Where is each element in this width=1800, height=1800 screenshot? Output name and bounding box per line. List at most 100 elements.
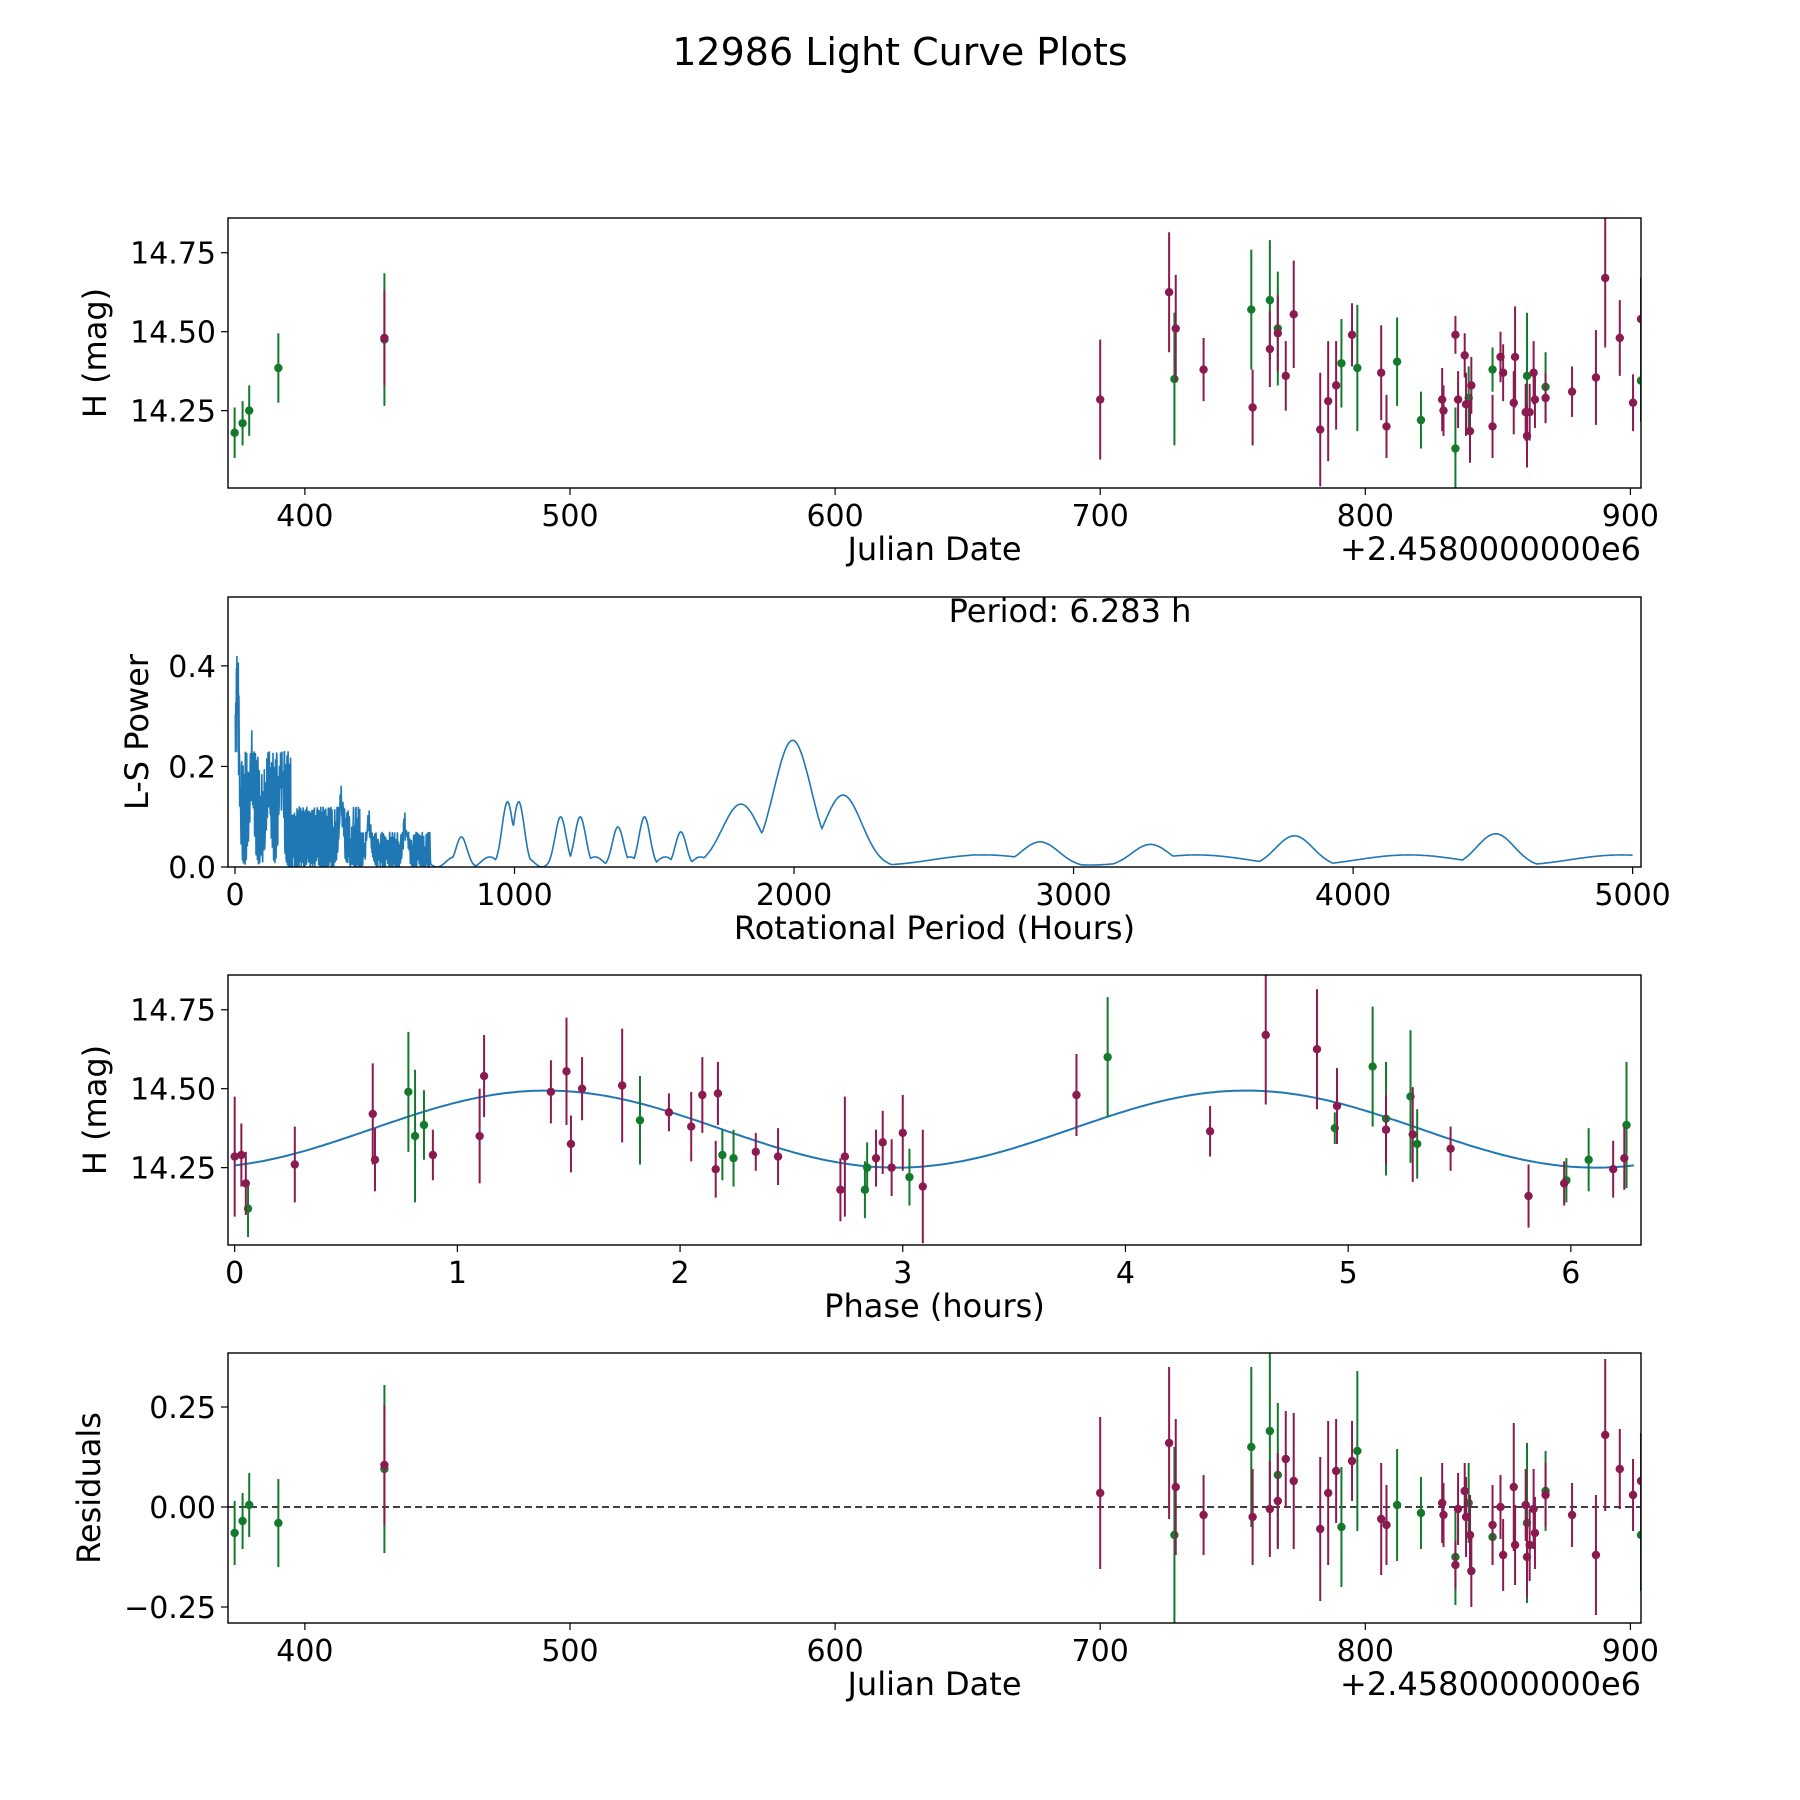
magenta-data-point (1323, 396, 1333, 406)
magenta-data-point (1332, 1101, 1342, 1111)
magenta-data-point (1529, 1504, 1538, 1514)
panel-phased: 0 1 2 3 4 5 6 14.25 14.50 14.75 Phase (hours) H (ma… (76, 974, 1642, 1325)
x-tick-label: 6 (1561, 1256, 1580, 1291)
panel-residuals: 400 500 600 700 800 900 −0.25 0.00 0.25 Julian Da… (70, 1352, 1659, 1703)
magenta-data-point (1525, 1540, 1534, 1550)
magenta-data-point (1316, 1524, 1325, 1534)
green-data-point (274, 363, 283, 373)
magenta-data-point (1620, 1153, 1629, 1163)
magenta-data-point (1488, 422, 1497, 431)
y-axis-label: H (mag) (76, 1045, 114, 1175)
magenta-data-point (1530, 1528, 1540, 1538)
y-tick-label: 0.0 (168, 851, 216, 886)
magenta-data-point (1205, 1127, 1215, 1136)
magenta-data-point (664, 1108, 674, 1117)
magenta-data-point (1248, 1512, 1257, 1522)
green-data-point (1416, 415, 1426, 425)
x-tick-label: 500 (541, 1634, 598, 1669)
x-tick-label: 1000 (476, 878, 552, 913)
magenta-data-point (1273, 329, 1283, 338)
magenta-data-point (237, 1150, 246, 1160)
x-tick-label: 0 (225, 878, 244, 913)
magenta-data-point (1281, 1454, 1290, 1464)
magenta-data-point (1559, 1179, 1569, 1188)
green-data-point (245, 1500, 254, 1510)
magenta-data-point (1525, 408, 1534, 417)
green-data-point (1265, 295, 1275, 305)
magenta-data-point (1437, 1498, 1447, 1508)
magenta-data-point (1608, 1165, 1618, 1174)
magenta-data-point (1072, 1090, 1081, 1100)
x-tick-label: 1 (448, 1256, 467, 1291)
magenta-data-point (1510, 1540, 1520, 1550)
magenta-data-point (878, 1138, 887, 1147)
x-axis-label: Julian Date (845, 1665, 1021, 1703)
magenta-data-point (1248, 403, 1257, 412)
magenta-data-point (1541, 393, 1550, 403)
magenta-data-point (1465, 1530, 1475, 1540)
magenta-data-point (1496, 1502, 1505, 1512)
magenta-data-point (1461, 400, 1471, 409)
magenta-data-point (1601, 1430, 1610, 1440)
magenta-data-point (1541, 1490, 1550, 1500)
y-tick-label: 0.2 (168, 750, 216, 785)
magenta-data-point (1521, 1500, 1530, 1510)
magenta-data-point (1567, 387, 1577, 396)
magenta-data-point (1451, 1560, 1460, 1570)
panel-lightcurve: 400 500 600 700 800 900 14.25 14.50 14.75 Julian … (76, 217, 1659, 568)
magenta-data-point (1331, 1466, 1341, 1476)
green-data-point (404, 1087, 413, 1097)
x-tick-label: 5 (1339, 1256, 1358, 1291)
x-tick-label: 800 (1337, 1634, 1394, 1669)
magenta-data-point (1199, 1510, 1208, 1520)
magenta-data-point (1636, 1476, 1641, 1486)
magenta-data-point (1461, 1512, 1471, 1522)
magenta-data-point (711, 1165, 720, 1174)
green-data-point (1368, 1062, 1377, 1071)
green-data-point (245, 406, 254, 415)
magenta-data-point (1509, 1482, 1518, 1492)
green-data-point (718, 1150, 727, 1160)
plot-marks (234, 600, 1633, 867)
magenta-data-point (290, 1160, 300, 1169)
magenta-data-point (1615, 333, 1624, 343)
panel-periodogram: 0 1000 2000 3000 4000 5000 0.0 0.2 0.4 Rotational… (118, 592, 1671, 947)
magenta-data-point (1509, 398, 1518, 407)
magenta-data-point (1382, 1520, 1391, 1530)
magenta-data-point (1628, 1490, 1638, 1500)
x-tick-label: 700 (1072, 1634, 1129, 1669)
magenta-data-point (577, 1084, 587, 1093)
green-data-point (230, 1528, 239, 1538)
magenta-data-point (475, 1131, 484, 1141)
magenta-data-point (1347, 1456, 1357, 1466)
magenta-data-point (428, 1150, 438, 1160)
magenta-data-point (698, 1090, 707, 1100)
magenta-data-point (1312, 1045, 1322, 1054)
magenta-data-point (1591, 1550, 1601, 1560)
magenta-data-point (1199, 365, 1208, 374)
magenta-data-point (1628, 398, 1638, 407)
magenta-data-point (1498, 1550, 1508, 1560)
x-axis-label: Phase (hours) (824, 1287, 1045, 1325)
magenta-data-point (713, 1089, 723, 1098)
magenta-data-point (1451, 330, 1460, 340)
magenta-data-point (1381, 1125, 1391, 1134)
magenta-data-point (898, 1128, 907, 1138)
green-data-point (419, 1120, 429, 1130)
green-data-point (635, 1116, 645, 1125)
x-tick-label: 0 (225, 1256, 244, 1291)
magenta-data-point (1323, 1488, 1333, 1498)
magenta-data-point (1636, 314, 1641, 324)
magenta-data-point (380, 1460, 389, 1470)
magenta-data-point (1289, 310, 1298, 319)
green-data-point (1247, 305, 1256, 314)
magenta-data-point (840, 1152, 850, 1161)
green-data-point (410, 1131, 420, 1141)
green-data-point (729, 1153, 738, 1163)
magenta-data-point (1261, 1030, 1270, 1040)
green-data-point (238, 419, 247, 428)
magenta-data-point (562, 1067, 571, 1076)
green-data-point (905, 1172, 914, 1182)
x-tick-label: 600 (806, 499, 863, 534)
